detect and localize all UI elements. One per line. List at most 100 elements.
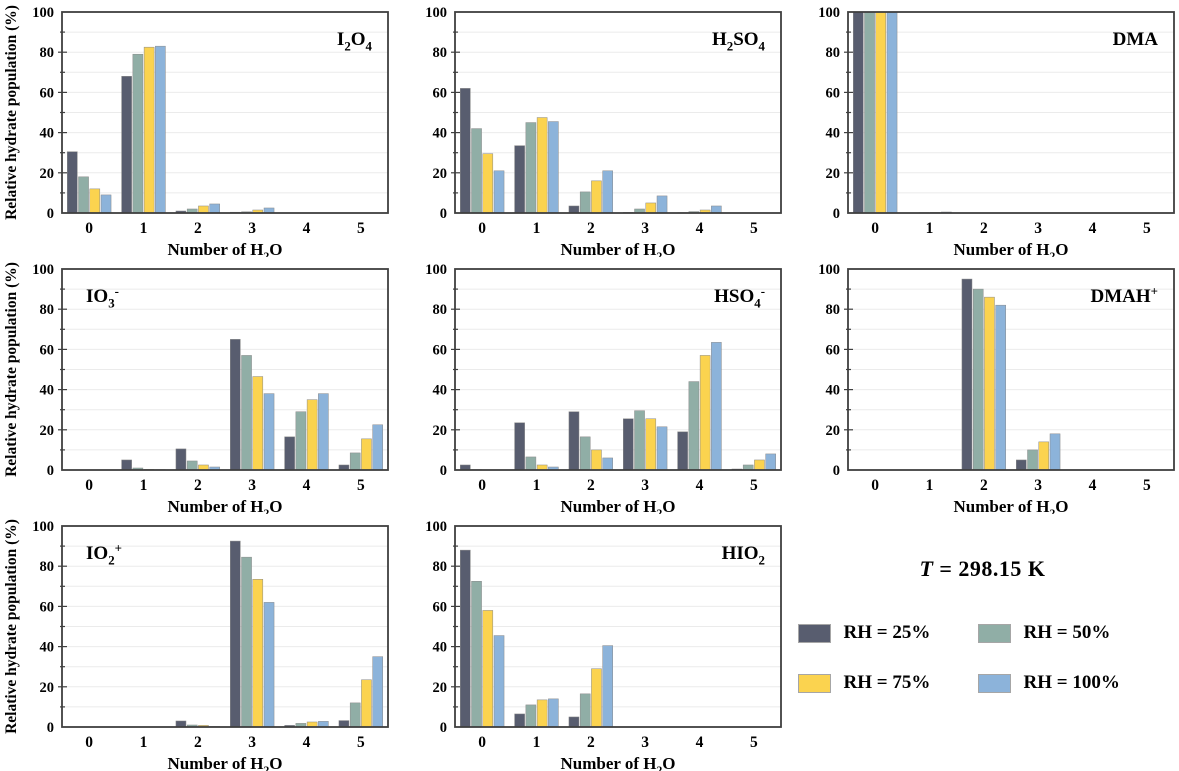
panel-dmah: 0 20 40 60 80 100 0 1 2 3 4 5 Number of H2O DMAH+ [786, 257, 1179, 514]
bar [525, 704, 537, 728]
x-tick-label: 3 [248, 220, 256, 237]
bar [295, 411, 307, 471]
bar-chart: 0 20 40 60 80 100 0 1 2 3 4 5 Number of H2O Relative … [3, 262, 389, 514]
legend-entry-rh25: RH = 25% [797, 622, 978, 644]
bar [536, 699, 548, 728]
legend-entry-rh50: RH = 50% [977, 622, 1168, 644]
y-tick-label: 60 [40, 599, 55, 615]
y-tick-label: 40 [826, 383, 841, 399]
panel-title: DMA [1113, 29, 1159, 50]
y-tick-label: 60 [40, 342, 55, 358]
bar [514, 145, 525, 214]
x-tick-label: 2 [980, 220, 988, 237]
y-tick-label: 0 [440, 206, 447, 222]
bar [765, 453, 776, 471]
x-tick-label: 3 [641, 734, 649, 751]
bar [349, 702, 361, 728]
bar [372, 656, 383, 728]
legend-entry-rh100: RH = 100% [977, 672, 1168, 694]
y-tick-label: 40 [826, 126, 841, 142]
x-tick-label: 4 [1089, 477, 1097, 494]
y-tick-label: 100 [32, 5, 54, 21]
bar [536, 117, 548, 214]
x-tick-label: 3 [641, 477, 649, 494]
panel-title: I2O4 [337, 29, 373, 53]
y-tick-label: 80 [826, 302, 841, 318]
x-tick-label: 1 [140, 220, 148, 237]
bar [514, 422, 525, 471]
legend: T = 298.15 K RH = 25% RH = 50% RH = 75% … [786, 514, 1179, 771]
x-tick-label: 2 [587, 220, 595, 237]
bar [1038, 441, 1050, 471]
x-tick-label: 2 [980, 477, 988, 494]
y-tick-label: 40 [433, 640, 448, 656]
plot-frame [61, 525, 389, 728]
y-tick-label: 0 [440, 463, 447, 479]
legend-entries: RH = 25% RH = 50% RH = 75% RH = 100% [797, 608, 1168, 708]
y-tick-label: 80 [40, 45, 55, 61]
bar-chart: 0 20 40 60 80 100 0 1 2 3 4 5 Number of H2O Relative … [3, 5, 389, 257]
x-tick-label: 0 [478, 734, 486, 751]
y-tick-label: 60 [826, 342, 841, 358]
bar [1049, 433, 1061, 471]
x-tick-label: 2 [194, 734, 202, 751]
x-axis-title: Number of H2O [953, 497, 1068, 514]
x-tick-label: 3 [641, 220, 649, 237]
bar [471, 128, 482, 214]
bar [493, 635, 505, 728]
panel-dma: 0 20 40 60 80 100 0 1 2 3 4 5 Number of H2O DMA [786, 0, 1179, 257]
x-tick-label: 0 [478, 220, 486, 237]
y-tick-label: 40 [40, 640, 55, 656]
y-tick-label: 60 [433, 599, 448, 615]
x-tick-label: 0 [871, 477, 879, 494]
bar [372, 424, 383, 471]
y-tick-label: 20 [826, 423, 841, 439]
legend-title-temperature-symbol: T [919, 556, 934, 581]
bar [306, 399, 318, 471]
bar [568, 411, 580, 471]
bar [143, 46, 155, 214]
y-tick-label: 20 [40, 680, 55, 696]
bar [525, 122, 537, 214]
x-tick-label: 3 [1034, 220, 1042, 237]
bar [875, 11, 887, 214]
bar [460, 549, 471, 728]
bar [864, 11, 875, 214]
bar [677, 431, 688, 471]
x-tick-label: 5 [750, 734, 758, 751]
x-tick-label: 5 [750, 220, 758, 237]
y-tick-label: 100 [818, 262, 840, 278]
bar [623, 418, 634, 471]
bar [349, 452, 361, 471]
bar [591, 180, 602, 214]
bar [78, 176, 89, 214]
x-tick-label: 4 [303, 220, 311, 237]
x-tick-label: 1 [533, 220, 541, 237]
bar [984, 296, 995, 471]
y-tick-label: 20 [40, 423, 55, 439]
bar [361, 679, 372, 728]
bar [482, 610, 494, 728]
bar [186, 460, 198, 471]
x-tick-label: 5 [1143, 477, 1151, 494]
bar [656, 195, 668, 214]
x-tick-label: 5 [357, 734, 365, 751]
x-tick-label: 4 [303, 477, 311, 494]
bar [525, 456, 537, 471]
bar [995, 304, 1006, 471]
panel-h2so4: 0 20 40 60 80 100 0 1 2 3 4 5 Number of H2O H2SO4 [393, 0, 786, 257]
bar [711, 205, 722, 214]
bar [132, 53, 144, 214]
legend-label-rh50: RH = 50% [1023, 622, 1111, 643]
y-tick-label: 0 [833, 463, 840, 479]
plot-frame [454, 525, 782, 728]
legend-label-rh100: RH = 100% [1023, 672, 1120, 693]
bar [1016, 459, 1027, 471]
bar-chart: 0 20 40 60 80 100 0 1 2 3 4 5 Number of H2O H2SO4 [425, 5, 782, 257]
panel-title: HSO4- [714, 285, 765, 311]
legend-swatch-rh75 [797, 673, 831, 693]
plot-frame [61, 11, 389, 214]
bar-chart: 0 20 40 60 80 100 0 1 2 3 4 5 Number of H2O Relative … [3, 519, 389, 771]
x-tick-label: 1 [926, 220, 934, 237]
bar [67, 151, 78, 214]
